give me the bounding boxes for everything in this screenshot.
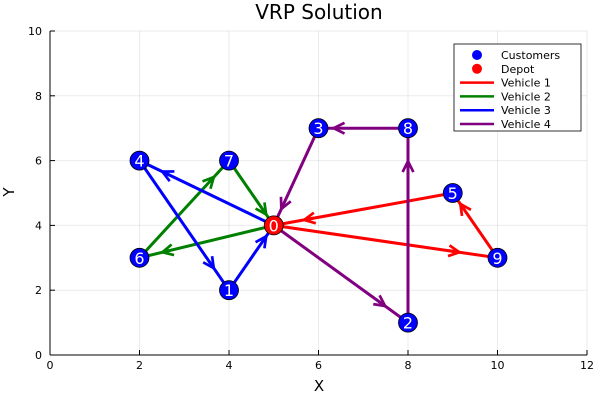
y-tick-label: 0 [35,349,42,362]
y-tick-label: 2 [35,284,42,297]
route-vehicle-1 [273,191,499,260]
node-marker [487,247,508,268]
node-marker [129,150,150,171]
node-marker [263,215,284,236]
node-label: 7 [224,152,234,171]
route-arrowhead [460,204,462,207]
route-arrowhead [264,236,266,239]
route-arrowhead [162,251,169,253]
route-segment [272,224,409,324]
node-marker [442,183,463,203]
route-arrowhead [448,251,459,253]
legend-entry: Customers [472,49,560,62]
x-tick-label: 6 [315,359,322,372]
node-label: 9 [492,249,502,268]
legend-entry: Vehicle 3 [460,104,551,117]
customer-node: 5 [442,183,463,203]
route-vehicle-4 [272,127,409,324]
node-marker [219,280,239,301]
node-label: 6 [134,249,144,268]
customer-node: 3 [308,118,329,139]
x-tick-label: 8 [405,359,412,372]
route-segment [273,191,454,227]
route-arrowhead [162,172,169,175]
route-segment [272,127,320,227]
x-tick-label: 10 [491,359,505,372]
y-axis-label: Y [0,187,18,198]
route-arrowhead [209,177,213,182]
route-arrowhead [264,211,266,214]
route-segment [138,159,231,259]
node-label: 4 [134,152,144,171]
customer-node: 8 [398,118,418,139]
nodes: 0 1 2 3 4 5 6 7 8 9 [129,118,508,333]
legend-label: Depot [501,63,535,76]
node-label: 2 [403,314,413,333]
node-marker [129,247,150,268]
route-arrowhead [209,262,213,268]
y-tick-label: 10 [28,25,42,38]
routes [138,127,499,324]
node-marker [398,118,418,139]
legend-marker [472,50,482,60]
node-label: 8 [403,119,413,138]
legend-label: Vehicle 3 [501,104,551,117]
legend-label: Vehicle 1 [501,77,551,90]
node-marker [398,312,418,333]
route-arrowhead [304,218,313,220]
depot-node: 0 [263,215,284,236]
x-tick-label: 2 [136,359,143,372]
node-label: 5 [448,184,458,203]
route-arrowhead [378,301,385,306]
customer-node: 1 [219,280,239,301]
legend-marker [472,63,482,74]
legend-label: Customers [501,49,560,62]
route-segment [138,159,275,227]
route-segment [273,223,498,260]
legend-entry: Vehicle 1 [460,77,551,90]
y-tick-label: 6 [35,155,42,168]
legend-entry: Vehicle 4 [460,118,551,131]
customer-node: 9 [487,247,508,268]
node-marker [308,118,329,139]
customer-node: 7 [219,150,239,171]
x-axis-label: X [314,377,324,395]
legend-entry: Depot [472,63,535,76]
customer-node: 2 [398,312,418,333]
y-tick-label: 4 [35,219,42,232]
legend-label: Vehicle 4 [501,118,551,131]
legend-label: Vehicle 2 [501,90,551,103]
chart-title: VRP Solution [255,0,382,24]
x-tick-label: 4 [226,359,233,372]
y-tick-label: 8 [35,90,42,103]
x-tick-label: 12 [580,359,594,372]
node-label: 3 [313,119,323,138]
legend-entry: Vehicle 2 [460,90,551,103]
node-marker [219,150,239,171]
route-vehicle-3 [138,159,275,292]
route-vehicle-2 [138,159,275,260]
customer-node: 4 [129,150,150,171]
node-label: 0 [269,216,279,235]
customer-node: 6 [129,247,150,268]
route-arrowhead [281,204,283,209]
node-label: 1 [224,281,234,300]
x-tick-label: 0 [47,359,54,372]
